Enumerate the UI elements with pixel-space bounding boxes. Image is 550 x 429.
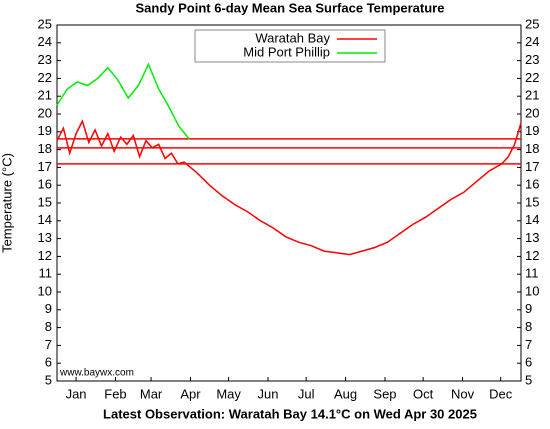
y-tick-label: 10 <box>38 283 52 298</box>
y-tick-label: 14 <box>38 212 52 227</box>
y-tick-label: 7 <box>45 337 52 352</box>
x-tick-label: Feb <box>104 386 126 401</box>
legend-label: Waratah Bay <box>255 30 330 45</box>
y-tick-label-right: 24 <box>525 34 539 49</box>
legend-label: Mid Port Phillip <box>243 44 330 59</box>
x-tick-label: May <box>216 386 241 401</box>
y-tick-label: 18 <box>38 141 52 156</box>
chart-title: Sandy Point 6-day Mean Sea Surface Tempe… <box>136 0 445 15</box>
y-tick-label-right: 11 <box>525 266 539 281</box>
y-tick-label: 19 <box>38 123 52 138</box>
x-tick-label: Apr <box>180 386 201 401</box>
y-tick-label: 20 <box>38 105 52 120</box>
y-tick-label-right: 13 <box>525 230 539 245</box>
x-tick-label: Aug <box>334 386 357 401</box>
y-tick-label-right: 9 <box>525 301 532 316</box>
y-tick-label-right: 17 <box>525 159 539 174</box>
y-tick-label: 16 <box>38 177 52 192</box>
x-tick-label: Dec <box>489 386 513 401</box>
y-tick-label-right: 6 <box>525 355 532 370</box>
y-tick-label: 13 <box>38 230 52 245</box>
y-tick-label: 17 <box>38 159 52 174</box>
y-tick-label-right: 16 <box>525 177 539 192</box>
y-tick-label-right: 10 <box>525 283 539 298</box>
x-tick-label: Jun <box>258 386 279 401</box>
y-tick-label-right: 7 <box>525 337 532 352</box>
series-line <box>56 119 522 256</box>
y-tick-label: 22 <box>38 70 52 85</box>
y-tick-label: 9 <box>45 301 52 316</box>
x-tick-label: Sep <box>373 386 396 401</box>
y-tick-label-right: 8 <box>525 319 532 334</box>
y-tick-label: 25 <box>38 16 52 31</box>
y-axis-label: Temperature (°C) <box>0 153 14 253</box>
y-tick-label-right: 18 <box>525 141 539 156</box>
y-tick-label-right: 15 <box>525 194 539 209</box>
y-tick-label: 24 <box>38 34 52 49</box>
footer: Latest Observation: Waratah Bay 14.1°C o… <box>103 406 477 421</box>
x-tick-label: Mar <box>140 386 163 401</box>
y-tick-label: 5 <box>45 372 52 387</box>
y-tick-label-right: 25 <box>525 16 539 31</box>
y-tick-label: 11 <box>39 266 53 281</box>
y-tick-label-right: 21 <box>525 88 539 103</box>
y-tick-label-right: 22 <box>525 70 539 85</box>
y-tick-label: 21 <box>38 88 52 103</box>
y-tick-label: 8 <box>45 319 52 334</box>
y-tick-label-right: 5 <box>525 372 532 387</box>
x-tick-label: Jan <box>66 386 87 401</box>
y-tick-label: 15 <box>38 194 52 209</box>
x-tick-label: Oct <box>413 386 434 401</box>
series-line <box>56 62 190 140</box>
y-tick-label-right: 23 <box>525 52 539 67</box>
y-tick-label: 12 <box>38 248 52 263</box>
y-tick-label: 6 <box>45 355 52 370</box>
x-tick-label: Jul <box>298 386 315 401</box>
legend-box <box>194 29 386 63</box>
y-tick-label-right: 12 <box>525 248 539 263</box>
y-tick-label-right: 20 <box>525 105 539 120</box>
y-tick-label-right: 19 <box>525 123 539 138</box>
y-tick-label-right: 14 <box>525 212 539 227</box>
watermark: www.baywx.com <box>59 368 134 379</box>
x-tick-label: Nov <box>451 386 475 401</box>
y-tick-label: 23 <box>38 52 52 67</box>
